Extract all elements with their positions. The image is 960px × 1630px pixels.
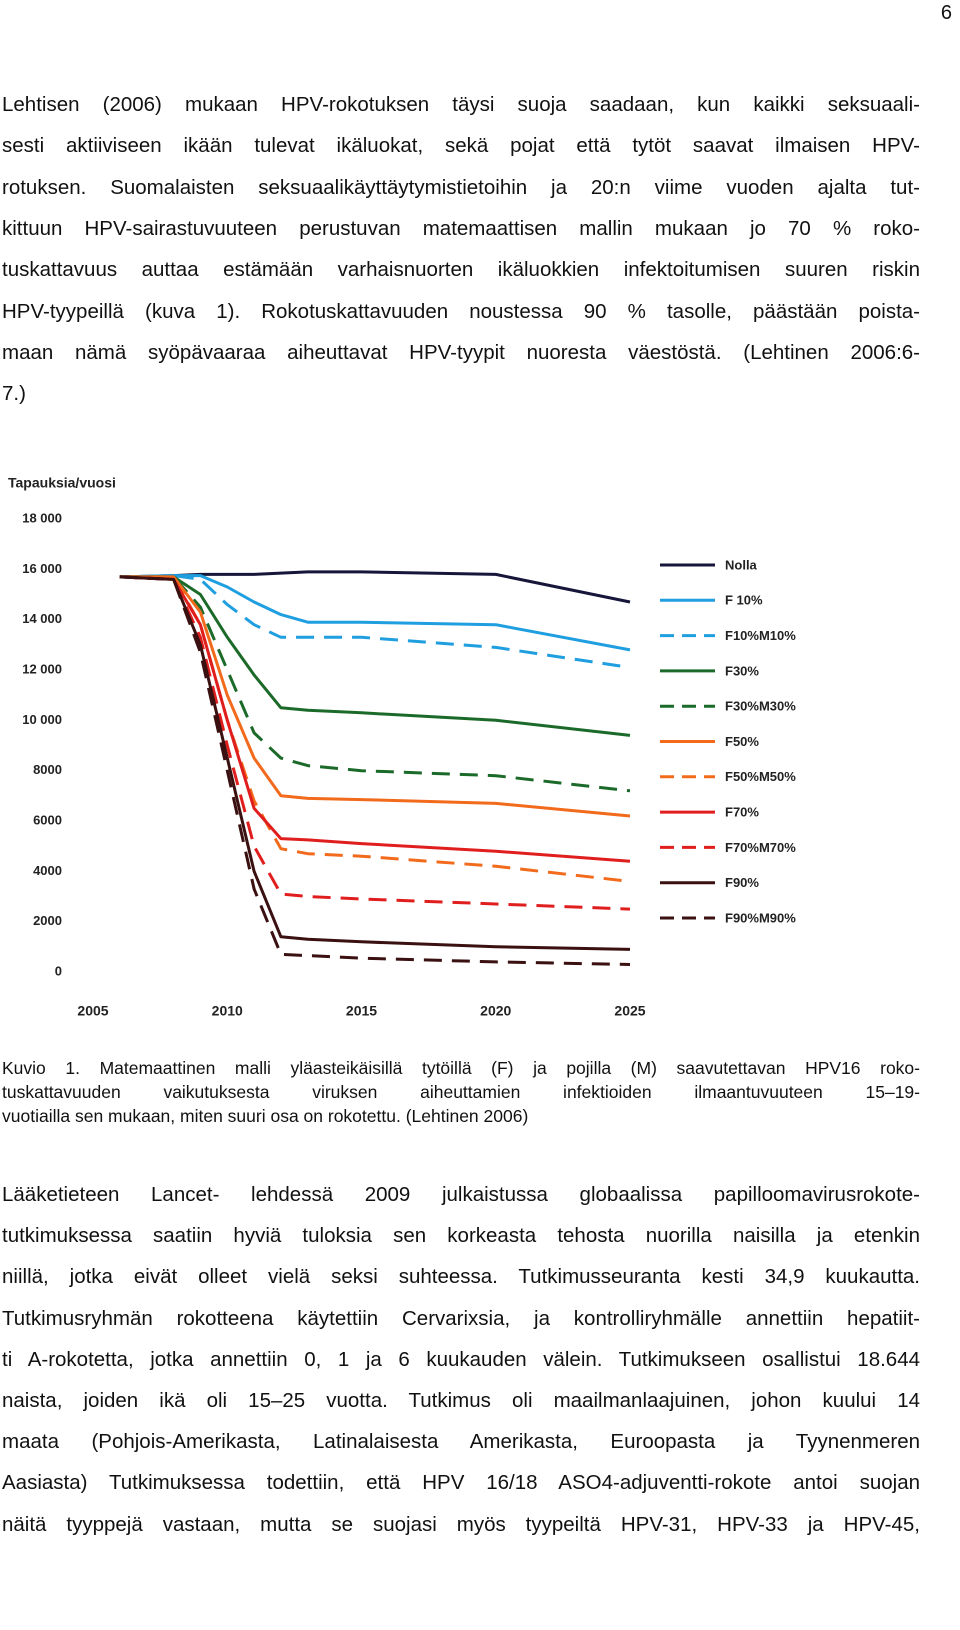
series-line xyxy=(119,575,631,966)
x-tick-label: 2005 xyxy=(77,1003,108,1019)
text-line: naista, joiden ikä oli 15–25 vuotta. Tut… xyxy=(2,1389,920,1412)
y-tick-label: 18 000 xyxy=(22,510,62,525)
y-tick-label: 12 000 xyxy=(22,661,62,676)
page-number: 6 xyxy=(940,2,952,24)
text-line: tuskattavuus auttaa estämään varhaisnuor… xyxy=(2,258,920,282)
series-line xyxy=(119,575,631,863)
series-line xyxy=(119,575,631,911)
legend-label: F90%M90% xyxy=(725,910,796,925)
y-tick-label: 8000 xyxy=(33,762,62,777)
series-line xyxy=(119,575,631,793)
y-axis-label: Tapauksia/vuosi xyxy=(8,475,116,491)
x-tick-label: 2010 xyxy=(212,1003,243,1019)
x-tick-label: 2015 xyxy=(346,1003,377,1019)
text-line: sesti aktiiviseen ikään tulevat ikäluoka… xyxy=(2,134,920,158)
text-line: tutkimuksessa saatiin hyviä tuloksia sen… xyxy=(2,1224,920,1248)
text-line: tuskattavuuden vaikutuksesta viruksen ai… xyxy=(2,1082,920,1102)
legend-label: F50% xyxy=(725,734,759,749)
text-line: HPV-tyypeillä (kuva 1). Rokotuskattavuud… xyxy=(2,299,920,323)
legend-label: F10%M10% xyxy=(725,628,796,643)
y-tick-label: 14 000 xyxy=(22,611,62,626)
y-tick-label: 2000 xyxy=(33,913,62,928)
text-line: 7.) xyxy=(2,382,26,406)
legend-label: F50%M50% xyxy=(725,769,796,784)
legend-label: F30% xyxy=(725,663,759,678)
legend-label: F90% xyxy=(725,875,759,890)
legend-label: F70%M70% xyxy=(725,840,796,855)
text-line: maata (Pohjois-Amerikasta, Latinalaisest… xyxy=(2,1430,920,1454)
y-tick-label: 10 000 xyxy=(22,712,62,727)
y-tick-label: 4000 xyxy=(33,863,62,878)
y-tick-label: 6000 xyxy=(33,812,62,827)
text-line: Tutkimusryhmän rokotteena käytettiin Cer… xyxy=(2,1306,920,1330)
series-line xyxy=(119,574,631,669)
x-tick-label: 2020 xyxy=(480,1003,511,1019)
legend-label: Nolla xyxy=(725,557,758,572)
y-tick-label: 0 xyxy=(55,963,62,978)
x-tick-label: 2025 xyxy=(614,1003,645,1019)
y-tick-label: 16 000 xyxy=(22,561,62,576)
series-line xyxy=(119,575,631,818)
text-line: rotuksen. Suomalaisten seksuaalikäyttäyt… xyxy=(2,175,920,199)
text-line: Aasiasta) Tutkimuksessa todettiin, että … xyxy=(2,1471,920,1495)
text-line: Lääketieteen Lancet- lehdessä 2009 julka… xyxy=(2,1183,920,1206)
text-line: ti A-rokotetta, jotka annettiin 0, 1 ja … xyxy=(2,1347,920,1371)
series-line xyxy=(119,575,631,737)
legend-label: F 10% xyxy=(725,593,763,608)
text-line: kittuun HPV-sairastuvuuteen perustuvan m… xyxy=(2,216,920,240)
legend-label: F30%M30% xyxy=(725,699,796,714)
legend-label: F70% xyxy=(725,805,759,820)
text-line: maan nämä syöpävaaraa aiheuttavat HPV-ty… xyxy=(2,340,920,364)
series-line xyxy=(119,574,631,652)
text-line: niillä, jotka eivät olleet vielä seksi s… xyxy=(2,1265,920,1289)
series-line xyxy=(119,575,631,951)
text-line: näitä tyyppejä vastaan, mutta se suojasi… xyxy=(2,1512,920,1536)
text-line: Lehtisen (2006) mukaan HPV-rokotuksen tä… xyxy=(2,93,920,116)
text-line: vuotiailla sen mukaan, miten suuri osa o… xyxy=(2,1106,529,1126)
text-line: Kuvio 1. Matemaattinen malli yläasteikäi… xyxy=(2,1058,920,1078)
